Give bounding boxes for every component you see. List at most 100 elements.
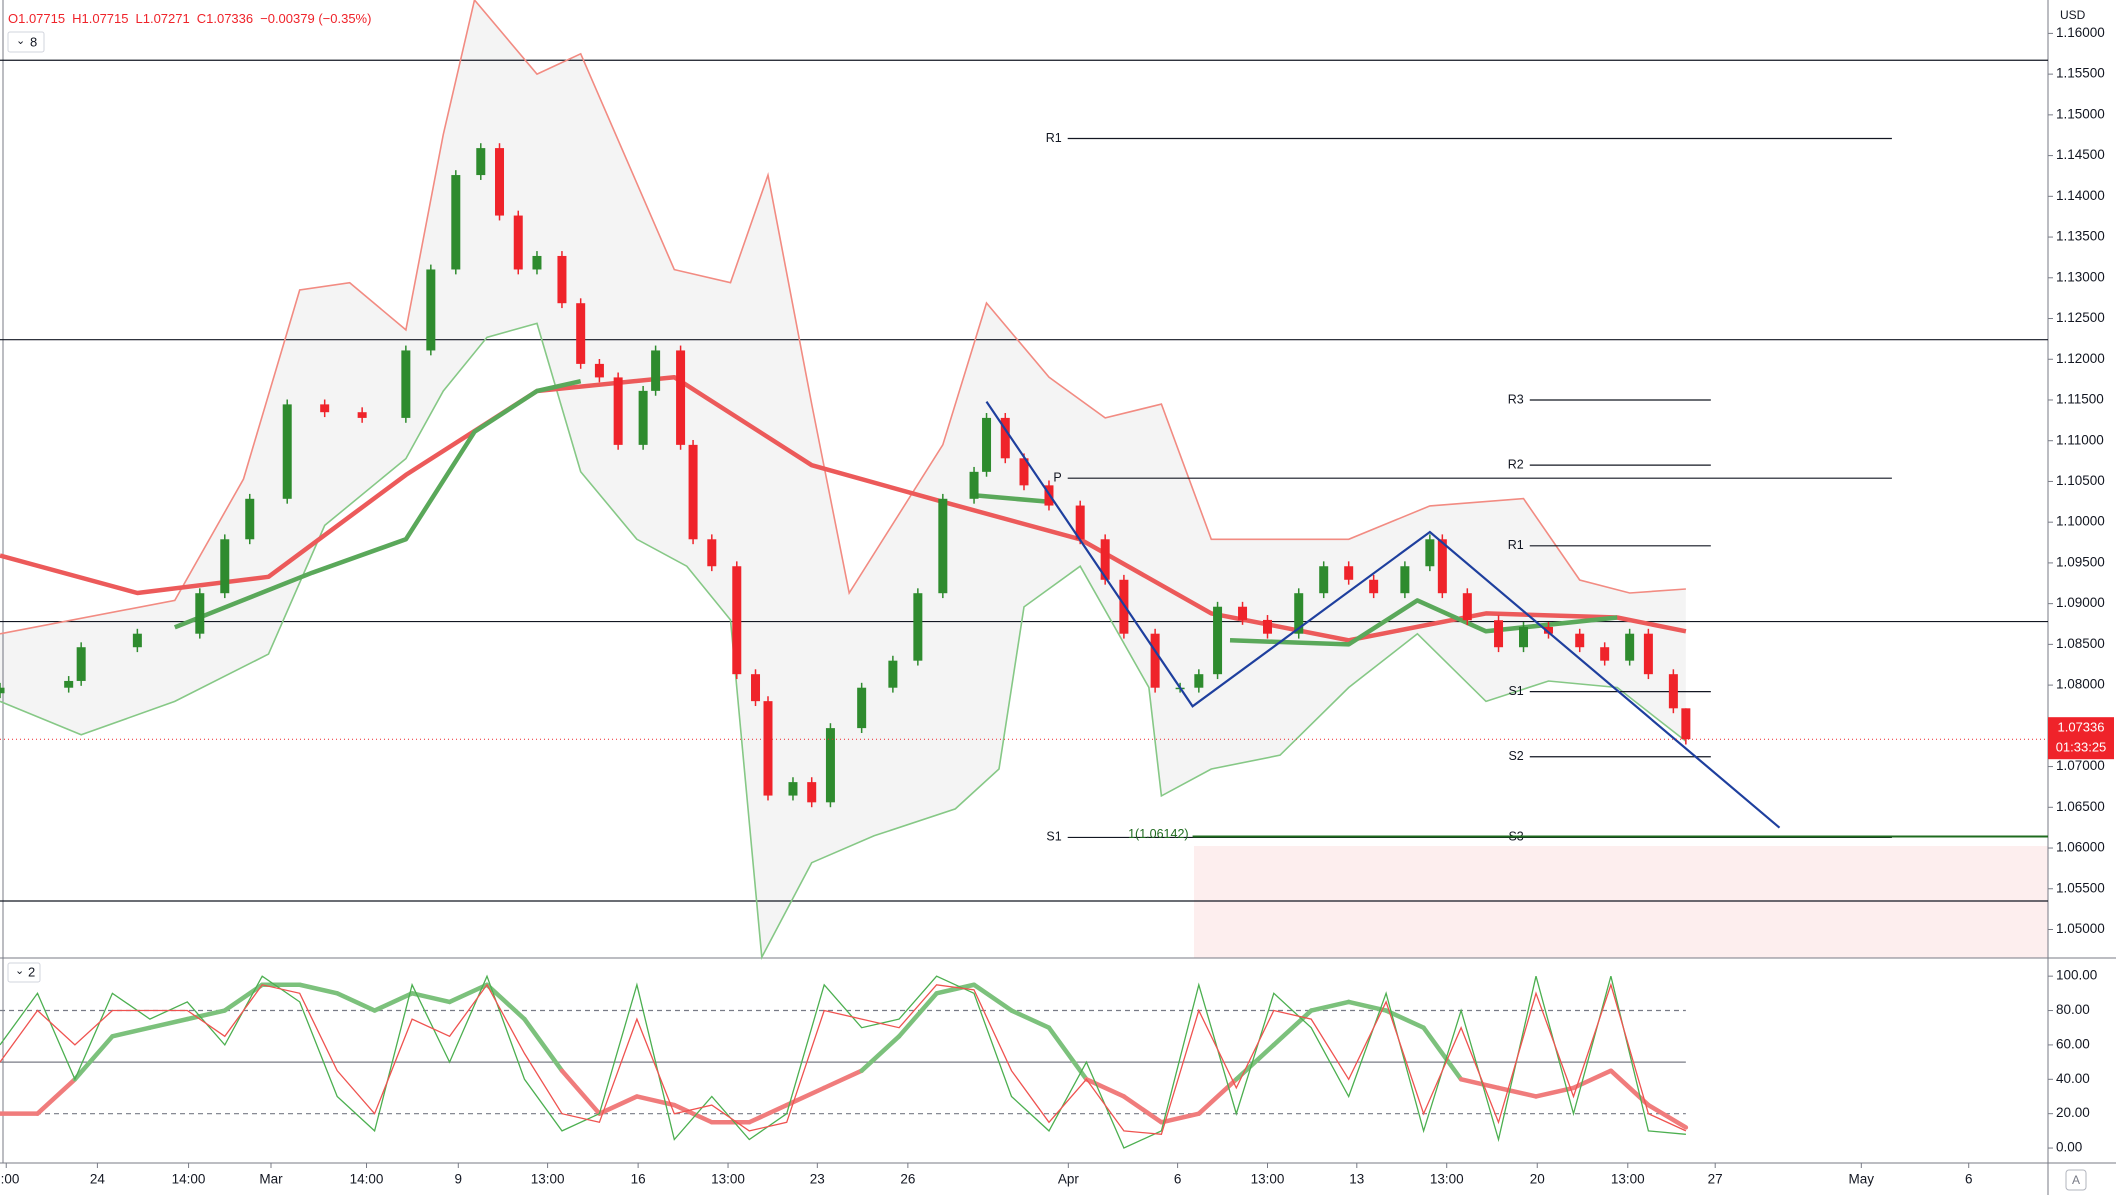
candle-body bbox=[495, 148, 505, 216]
oscillator-pane: 0.00 20.00 40.00 60.00 80.00 100.00 ⌄ 2 bbox=[0, 962, 2097, 1155]
candle-body bbox=[938, 498, 948, 594]
candle-body bbox=[1369, 579, 1379, 594]
oscillator-thick-segment bbox=[821, 1068, 864, 1091]
oscillator-thick-segment bbox=[334, 991, 377, 1013]
candle-body bbox=[1519, 626, 1529, 648]
candle-body bbox=[1600, 647, 1610, 661]
pivot-label: S2 bbox=[1508, 749, 1523, 763]
candle-body bbox=[1119, 579, 1129, 634]
candle-body bbox=[64, 680, 74, 688]
auto-scale-icon: A bbox=[2072, 1173, 2080, 1187]
candle-body bbox=[676, 350, 686, 445]
oscillator-thick-segment bbox=[1608, 1068, 1651, 1108]
candle-body bbox=[1238, 606, 1248, 620]
pivot-label: R1 bbox=[1508, 538, 1524, 552]
oscillator-thick-segment bbox=[1046, 1025, 1089, 1082]
indicator-count: 2 bbox=[28, 964, 35, 979]
pivot-label: R1 bbox=[1046, 131, 1062, 145]
band-fill bbox=[0, 0, 1686, 958]
candle-body bbox=[1019, 458, 1029, 486]
legend: O1.07715 H1.07715 L1.07271 C1.07336 −0.00379… bbox=[8, 11, 371, 26]
oscillator-thick-segment bbox=[1009, 1008, 1052, 1030]
y-tick-label: 1.10000 bbox=[2056, 514, 2105, 529]
x-tick-label: 13 bbox=[1349, 1172, 1364, 1187]
y-tick-label: 0.00 bbox=[2056, 1140, 2082, 1155]
x-tick-label: 24 bbox=[90, 1172, 106, 1187]
oscillator-thick-segment bbox=[35, 1077, 78, 1116]
candle-body bbox=[638, 390, 648, 445]
oscillator-thick-segment bbox=[1496, 1085, 1539, 1099]
x-tick-label: 9 bbox=[455, 1172, 463, 1187]
candle-body bbox=[1643, 633, 1653, 675]
y-tick-label: 1.10500 bbox=[2056, 473, 2105, 488]
x-tick-label: 14:00 bbox=[172, 1172, 206, 1187]
candle-body bbox=[688, 444, 698, 540]
x-tick-label: 6 bbox=[1174, 1172, 1182, 1187]
candle-body bbox=[857, 687, 867, 729]
candle-body bbox=[1319, 566, 1329, 594]
candle-body bbox=[513, 215, 523, 270]
candle-body bbox=[1263, 619, 1273, 634]
pivot-label: P bbox=[1053, 470, 1061, 484]
candle-body bbox=[1213, 606, 1223, 675]
x-tick-label: 13:00 bbox=[1430, 1172, 1464, 1187]
oscillator-thick-segment bbox=[1571, 1068, 1614, 1091]
oscillator-thick-segment bbox=[634, 1094, 677, 1108]
y-tick-label: 1.16000 bbox=[2056, 25, 2105, 40]
candle-body bbox=[1681, 708, 1691, 740]
candle-body bbox=[825, 728, 835, 803]
indicator-toggle[interactable] bbox=[7, 962, 41, 983]
oscillator-thick-segment bbox=[1421, 1025, 1464, 1082]
indicator-toggle[interactable] bbox=[7, 31, 45, 53]
oscillator-thick-segment bbox=[147, 1016, 190, 1030]
candle-body bbox=[1294, 593, 1304, 634]
y-tick-label: 1.15500 bbox=[2056, 66, 2105, 81]
x-tick-label: May bbox=[1849, 1172, 1875, 1187]
y-tick-label: 1.14500 bbox=[2056, 147, 2105, 162]
x-tick-label: 23 bbox=[810, 1172, 825, 1187]
candle-body bbox=[732, 566, 742, 675]
oscillator-thick-segment bbox=[1271, 1008, 1314, 1048]
y-tick-label: 1.05000 bbox=[2056, 921, 2105, 936]
y-tick-label: 1.11000 bbox=[2056, 432, 2104, 447]
candle-body bbox=[1100, 539, 1110, 580]
band-line bbox=[0, 0, 1686, 635]
auto-scale-button[interactable] bbox=[2065, 1169, 2087, 1191]
oscillator-thick-segment bbox=[222, 982, 265, 1013]
y-tick-label: 40.00 bbox=[2056, 1071, 2090, 1086]
candle-body bbox=[707, 539, 717, 567]
oscillator-thick-segment bbox=[934, 982, 977, 996]
annotation-label: 1(1.06142) bbox=[1128, 827, 1188, 841]
y-tick-label: 1.14000 bbox=[2056, 188, 2105, 203]
candle-body bbox=[132, 633, 142, 648]
oscillator-thick-segment bbox=[409, 991, 452, 1005]
oscillator-thick-segment bbox=[72, 1034, 115, 1082]
y-tick-label: 100.00 bbox=[2056, 968, 2097, 983]
candle-body bbox=[401, 350, 411, 418]
candle-body bbox=[1437, 539, 1447, 594]
moving-average bbox=[173, 379, 1618, 647]
oscillator-thick-segment bbox=[1196, 1077, 1239, 1116]
y-tick-label: 1.09000 bbox=[2056, 595, 2105, 610]
zone bbox=[1194, 846, 2048, 958]
y-tick-label: 1.08000 bbox=[2056, 677, 2105, 692]
candle-body bbox=[1194, 674, 1204, 688]
candle-body bbox=[557, 255, 567, 304]
candle-body bbox=[1494, 620, 1504, 648]
candle-body bbox=[1543, 626, 1553, 634]
candle-body bbox=[1575, 633, 1585, 648]
oscillator-thick-segment bbox=[896, 991, 939, 1039]
candle-body bbox=[426, 269, 436, 351]
candle-body bbox=[751, 674, 761, 702]
candle-body bbox=[1344, 566, 1354, 580]
candle-body bbox=[357, 412, 367, 418]
trendline bbox=[985, 400, 1781, 829]
candle-body bbox=[969, 471, 979, 499]
oscillator-thick-segment bbox=[859, 1034, 902, 1073]
indicator-count: 8 bbox=[30, 34, 37, 49]
x-tick-label: 20 bbox=[1530, 1172, 1545, 1187]
